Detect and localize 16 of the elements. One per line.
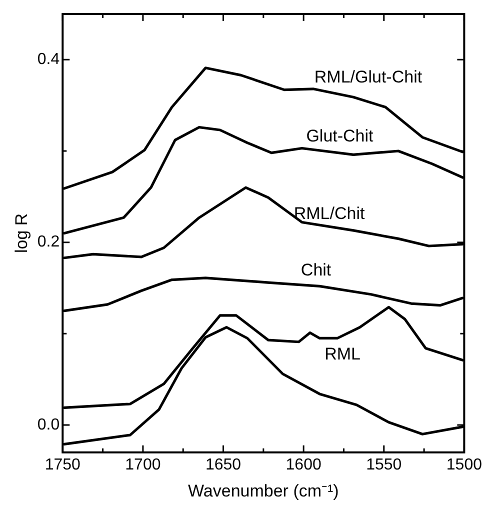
series-label: Chit: [300, 260, 332, 280]
x-tick-label: 1650: [205, 456, 242, 474]
y-tick-label: 0.0: [37, 416, 60, 434]
x-axis-title: Wavenumber (cm⁻¹): [188, 481, 339, 500]
y-tick-label: 0.2: [37, 234, 60, 251]
series-label: RML: [324, 344, 360, 364]
series-label: RML/Chit: [294, 204, 365, 224]
x-tick-label: 1700: [125, 456, 161, 474]
x-tick-label: 1750: [44, 456, 81, 474]
series-label: RML/Glut-Chit: [314, 67, 422, 86]
x-tick-label: 1550: [366, 456, 402, 474]
y-tick-label: 0.4: [37, 51, 60, 68]
x-tick-label: 1500: [446, 456, 482, 474]
series-label: Glut-Chit: [306, 126, 374, 146]
x-tick-label: 1600: [286, 456, 322, 474]
y-axis-title: log R: [12, 213, 31, 254]
